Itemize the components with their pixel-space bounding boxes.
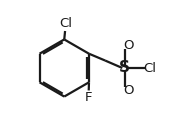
Text: O: O	[123, 84, 134, 97]
Text: S: S	[119, 61, 130, 75]
Text: Cl: Cl	[59, 17, 73, 30]
Text: Cl: Cl	[143, 61, 157, 75]
Text: O: O	[123, 39, 134, 52]
Text: F: F	[85, 91, 92, 104]
